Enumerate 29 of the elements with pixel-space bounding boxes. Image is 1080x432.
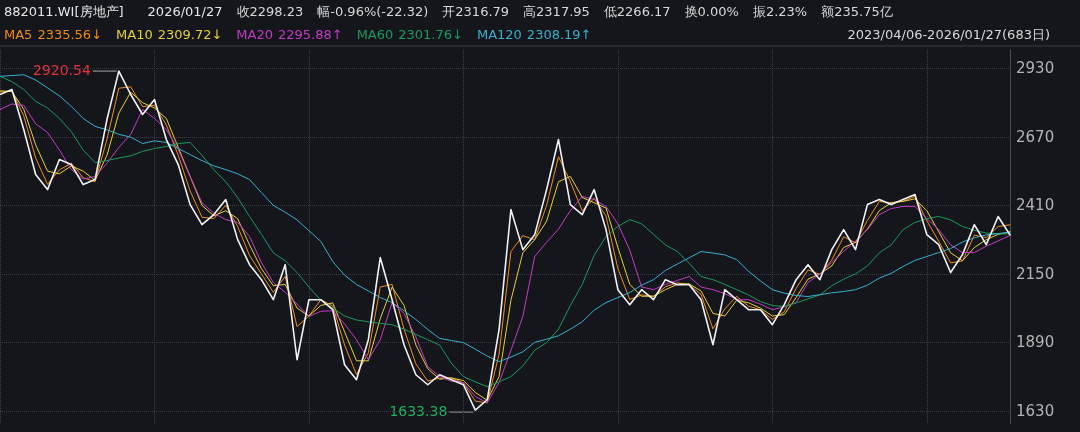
text: 振2.23% [752,4,808,19]
text: MA120 [476,27,522,42]
text: 2026/01/27 [147,4,223,19]
y-tick-label: 2670 [1016,127,1055,146]
text: 2335.56↓ [37,27,103,42]
text: MA5 [4,27,33,42]
annotation: 1633.38 [389,403,448,420]
text: 高2317.95 [523,4,590,19]
text: 2308.19↑ [526,27,592,42]
text: 收2298.23 [236,4,304,19]
text: MA60 [356,27,394,42]
text: MA10 [116,27,153,42]
annotation: 2920.54 [32,62,91,79]
text: MA20 [236,27,273,42]
y-tick-label: 2150 [1016,264,1055,283]
y-tick-label: 1890 [1016,333,1055,352]
chart-title: 882011.WI[房地产] [4,4,124,19]
text: 额235.75亿 [821,4,893,19]
text: 换0.00% [684,4,739,19]
text: 开2316.79 [442,4,510,19]
text: 低2266.17 [603,4,671,19]
text: 2309.72↓ [157,27,223,42]
y-tick-label: 2930 [1016,59,1055,78]
y-tick-label: 1630 [1016,401,1055,420]
y-tick-label: 2410 [1016,196,1055,215]
text: 2295.88↑ [277,27,343,42]
text: 幅-0.96%(-22.32) [317,4,429,19]
text: 2023/04/06-2026/01/27(683日) [847,27,1051,42]
text: 2301.76↓ [398,27,463,42]
